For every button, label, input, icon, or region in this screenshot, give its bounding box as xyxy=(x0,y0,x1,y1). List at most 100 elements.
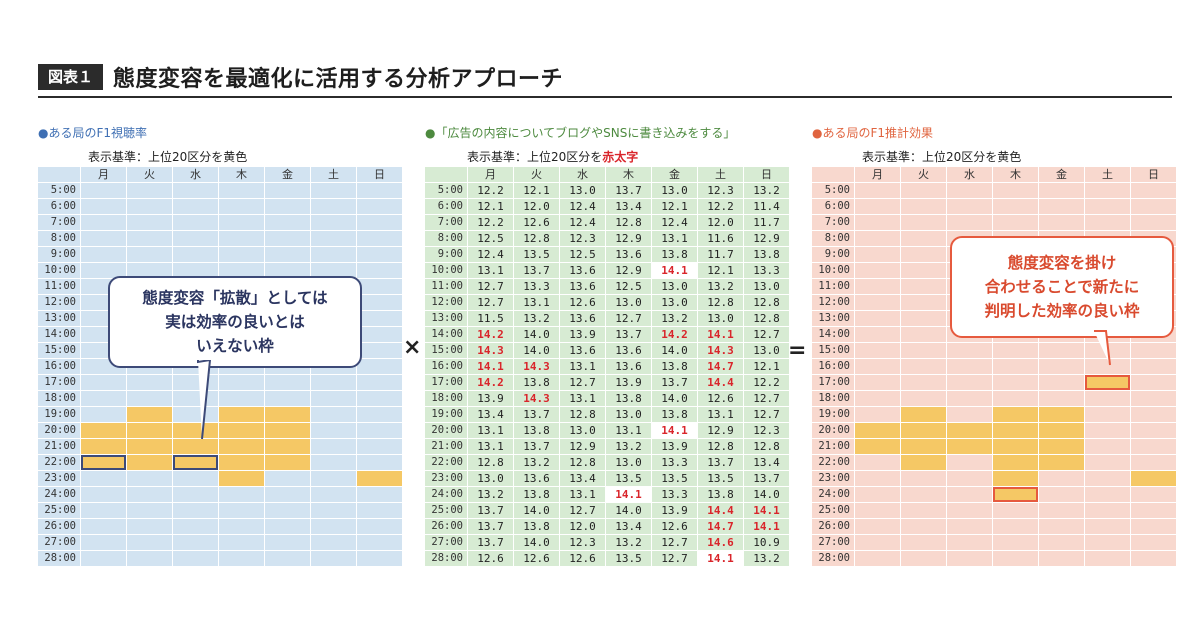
value-cell: 13.5 xyxy=(698,471,743,486)
heatmap-cell xyxy=(947,407,992,422)
value-cell: 14.1 xyxy=(698,551,743,566)
heatmap-cell xyxy=(947,183,992,198)
heatmap-cell xyxy=(947,455,992,470)
column-header: 金 xyxy=(265,167,310,182)
heatmap-cell xyxy=(219,247,264,262)
value-cell: 13.7 xyxy=(606,183,651,198)
heatmap-cell xyxy=(901,327,946,342)
heatmap-cell xyxy=(1039,391,1084,406)
heatmap-cell xyxy=(81,263,126,278)
value-cell: 14.1 xyxy=(744,519,789,534)
row-time-label: 22:00 xyxy=(38,455,80,470)
heatmap-cell xyxy=(947,519,992,534)
column-header: 水 xyxy=(947,167,992,182)
corner-cell xyxy=(425,167,467,182)
heatmap-cell xyxy=(1039,503,1084,518)
row-time-label: 23:00 xyxy=(38,471,80,486)
value-cell: 13.3 xyxy=(744,263,789,278)
heatmap-cell xyxy=(993,423,1038,438)
value-cell: 12.7 xyxy=(606,311,651,326)
heatmap-cell xyxy=(265,375,310,390)
row-time-label: 15:00 xyxy=(425,343,467,358)
heatmap-cell xyxy=(81,455,126,470)
heatmap-cell xyxy=(265,519,310,534)
panel-subtitle-f1-rating: 表示基準：上位20区分を黄色 xyxy=(88,150,248,164)
value-cell: 13.5 xyxy=(606,471,651,486)
panel-title-f1-rating: ●ある局のF1視聴率 xyxy=(38,126,148,140)
column-header: 木 xyxy=(219,167,264,182)
row-time-label: 28:00 xyxy=(38,551,80,566)
value-cell: 12.2 xyxy=(468,215,513,230)
heatmap-cell xyxy=(357,471,402,486)
row-time-label: 11:00 xyxy=(425,279,467,294)
heatmap-cell xyxy=(127,455,172,470)
heatmap-cell xyxy=(1039,183,1084,198)
subtitle-red: 赤太字 xyxy=(602,150,639,164)
row-time-label: 14:00 xyxy=(425,327,467,342)
heatmap-cell xyxy=(127,231,172,246)
heatmap-cell xyxy=(81,375,126,390)
corner-cell xyxy=(812,167,854,182)
value-cell: 11.4 xyxy=(744,199,789,214)
callout-efficient-slot: 態度変容を掛け 合わせることで新たに 判明した効率の良い枠 xyxy=(950,236,1174,338)
column-header: 月 xyxy=(855,167,900,182)
value-cell: 12.0 xyxy=(698,215,743,230)
value-cell: 12.6 xyxy=(468,551,513,566)
heatmap-cell xyxy=(357,263,402,278)
value-cell: 13.6 xyxy=(560,279,605,294)
heatmap-cell xyxy=(219,391,264,406)
heatmap-cell xyxy=(127,375,172,390)
value-cell: 12.8 xyxy=(744,295,789,310)
value-cell: 13.8 xyxy=(606,391,651,406)
heatmap-cell xyxy=(311,247,356,262)
heatmap-cell xyxy=(311,551,356,566)
column-header: 金 xyxy=(652,167,697,182)
heatmap-cell xyxy=(357,551,402,566)
value-cell: 13.7 xyxy=(698,455,743,470)
heatmap-cell xyxy=(173,247,218,262)
value-cell: 12.7 xyxy=(468,279,513,294)
value-cell: 13.1 xyxy=(468,439,513,454)
row-time-label: 27:00 xyxy=(38,535,80,550)
value-cell: 13.0 xyxy=(652,183,697,198)
row-time-label: 11:00 xyxy=(38,279,80,294)
heatmap-cell xyxy=(81,247,126,262)
value-cell: 14.6 xyxy=(698,535,743,550)
heatmap-cell xyxy=(127,519,172,534)
panel-sns-posting: ●「広告の内容についてブログやSNSに書き込みをする」 表示基準：上位20区分を… xyxy=(425,124,789,566)
value-cell: 14.4 xyxy=(698,375,743,390)
value-cell: 13.1 xyxy=(468,423,513,438)
column-header: 木 xyxy=(606,167,651,182)
column-header: 土 xyxy=(698,167,743,182)
heatmap-cell xyxy=(173,439,218,454)
heatmap-cell xyxy=(357,327,402,342)
row-time-label: 8:00 xyxy=(425,231,467,246)
row-time-label: 25:00 xyxy=(38,503,80,518)
value-cell: 13.8 xyxy=(514,423,559,438)
value-cell: 12.8 xyxy=(560,407,605,422)
value-cell: 12.7 xyxy=(652,535,697,550)
value-cell: 13.2 xyxy=(698,279,743,294)
value-cell: 12.0 xyxy=(560,519,605,534)
row-time-label: 14:00 xyxy=(38,327,80,342)
value-cell: 14.7 xyxy=(698,519,743,534)
value-cell: 14.0 xyxy=(606,503,651,518)
heatmap-cell xyxy=(173,487,218,502)
row-time-label: 9:00 xyxy=(38,247,80,262)
heatmap-cell xyxy=(127,215,172,230)
value-cell: 12.8 xyxy=(698,295,743,310)
heatmap-cell xyxy=(947,199,992,214)
value-cell: 13.0 xyxy=(652,279,697,294)
heatmap-cell xyxy=(855,295,900,310)
row-time-label: 21:00 xyxy=(812,439,854,454)
figure-header: 図表１ 態度変容を最適化に活用する分析アプローチ xyxy=(38,62,563,92)
heatmap-cell xyxy=(127,263,172,278)
column-header: 月 xyxy=(81,167,126,182)
heatmap-cell xyxy=(173,535,218,550)
heatmap-cell xyxy=(855,343,900,358)
heatmap-cell xyxy=(1039,535,1084,550)
row-time-label: 19:00 xyxy=(38,407,80,422)
row-time-label: 14:00 xyxy=(812,327,854,342)
value-cell: 12.8 xyxy=(606,215,651,230)
row-time-label: 6:00 xyxy=(425,199,467,214)
